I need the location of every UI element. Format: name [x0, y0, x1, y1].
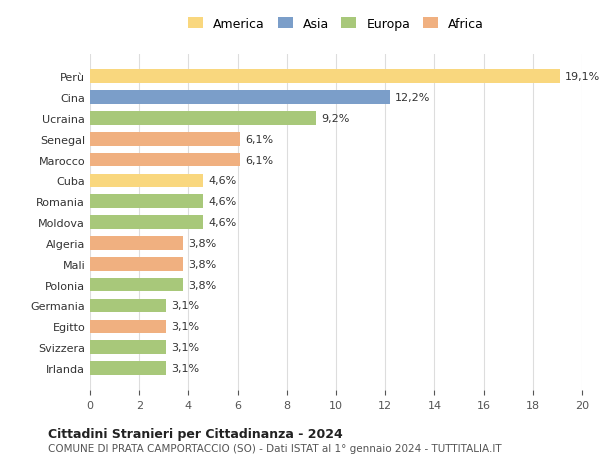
Bar — [90, 174, 203, 188]
Text: 19,1%: 19,1% — [565, 72, 600, 82]
Text: 3,1%: 3,1% — [171, 342, 199, 353]
Text: 3,8%: 3,8% — [188, 238, 217, 248]
Text: 6,1%: 6,1% — [245, 134, 273, 145]
Bar — [90, 153, 240, 167]
Text: 3,8%: 3,8% — [188, 280, 217, 290]
Bar — [90, 320, 166, 333]
Bar — [90, 299, 166, 313]
Text: 4,6%: 4,6% — [208, 218, 236, 228]
Bar — [90, 91, 390, 105]
Bar — [90, 237, 184, 250]
Text: 3,1%: 3,1% — [171, 363, 199, 373]
Text: 4,6%: 4,6% — [208, 197, 236, 207]
Bar — [90, 361, 166, 375]
Bar — [90, 341, 166, 354]
Bar — [90, 112, 316, 125]
Bar — [90, 70, 560, 84]
Text: 9,2%: 9,2% — [321, 114, 350, 123]
Bar — [90, 257, 184, 271]
Text: COMUNE DI PRATA CAMPORTACCIO (SO) - Dati ISTAT al 1° gennaio 2024 - TUTTITALIA.I: COMUNE DI PRATA CAMPORTACCIO (SO) - Dati… — [48, 443, 502, 453]
Text: 4,6%: 4,6% — [208, 176, 236, 186]
Legend: America, Asia, Europa, Africa: America, Asia, Europa, Africa — [188, 18, 484, 31]
Text: 3,1%: 3,1% — [171, 301, 199, 311]
Text: 3,8%: 3,8% — [188, 259, 217, 269]
Bar — [90, 278, 184, 292]
Text: 12,2%: 12,2% — [395, 93, 430, 103]
Text: Cittadini Stranieri per Cittadinanza - 2024: Cittadini Stranieri per Cittadinanza - 2… — [48, 427, 343, 440]
Bar — [90, 216, 203, 230]
Bar — [90, 133, 240, 146]
Text: 6,1%: 6,1% — [245, 155, 273, 165]
Text: 3,1%: 3,1% — [171, 322, 199, 331]
Bar — [90, 195, 203, 208]
